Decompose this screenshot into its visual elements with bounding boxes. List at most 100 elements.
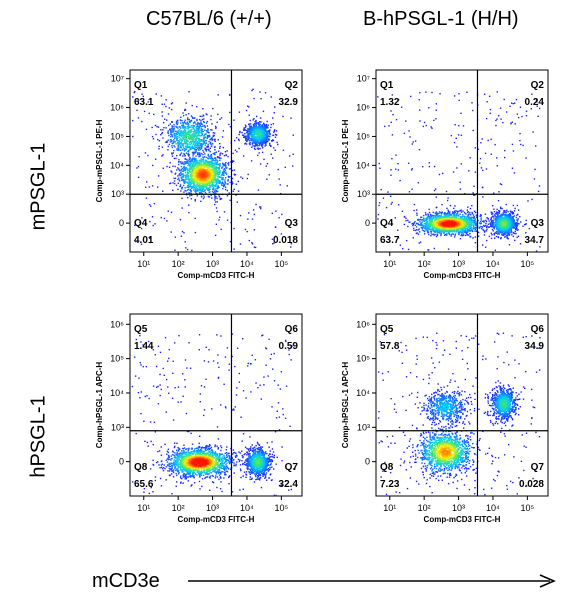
- quadrant-percent: 32.4: [279, 479, 299, 490]
- quadrant-label: Q2: [531, 80, 545, 91]
- y-axis-title: Comp-hPSGL-1 APC-H: [95, 362, 104, 449]
- quadrant-percent: 1.44: [134, 341, 154, 352]
- y-tick-label: 10⁵: [356, 354, 370, 364]
- x-tick-label: 10⁵: [274, 259, 288, 269]
- y-tick-label: 0: [365, 457, 370, 467]
- y-axis-title: Comp-mPSGL-1 PE-H: [341, 119, 350, 202]
- quadrant-percent: 34.7: [525, 235, 545, 246]
- y-tick-label: 10⁶: [110, 319, 124, 329]
- quadrant-label: Q4: [380, 218, 394, 229]
- event-dots: [131, 333, 295, 497]
- x-axis-label: mCD3e: [92, 570, 160, 592]
- quadrant-label: Q1: [380, 80, 394, 91]
- x-tick-label: 10⁴: [486, 503, 500, 513]
- flow-plot-bottom-left: Q5 1.44 Q6 0.59 Q7 32.4 Q8 65.6 10¹ 10² 10³ 10⁴ 10⁵ C…: [95, 313, 303, 524]
- y-tick-label: 10⁵: [110, 131, 124, 141]
- y-tick-label: 10³: [111, 189, 124, 199]
- x-tick-label: 10³: [206, 259, 219, 269]
- x-tick-label: 10²: [418, 503, 431, 513]
- event-dots: [377, 91, 541, 252]
- x-tick-label: 10⁵: [520, 259, 534, 269]
- y-tick-label: 0: [119, 218, 124, 228]
- plot-frame: [375, 69, 549, 253]
- x-tick-label: 10¹: [137, 259, 150, 269]
- quadrant-percent: 0.028: [519, 479, 544, 490]
- quadrant-label: Q8: [380, 462, 394, 473]
- x-axis-title: Comp-mCD3 FITC-H: [178, 271, 255, 280]
- plot-frame: [129, 313, 303, 497]
- column-title-hpsgl1: B-hPSGL-1 (H/H): [363, 8, 519, 30]
- y-tick-label: 10⁴: [110, 160, 124, 170]
- x-tick-label: 10²: [172, 259, 185, 269]
- quadrant-percent: 65.6: [134, 479, 154, 490]
- y-axis-title: Comp-mPSGL-1 PE-H: [95, 119, 104, 202]
- quadrant-label: Q6: [531, 324, 545, 335]
- quadrant-label: Q4: [134, 218, 148, 229]
- quadrant-percent: 32.9: [279, 97, 299, 108]
- y-tick-label: 10⁴: [110, 388, 124, 398]
- quadrant-percent: 63.7: [380, 235, 400, 246]
- plot-frame: [129, 69, 303, 253]
- y-tick-label: 10³: [111, 422, 124, 432]
- event-dots: [132, 88, 294, 252]
- y-tick-label: 0: [119, 457, 124, 467]
- quadrant-label: Q8: [134, 462, 148, 473]
- flow-plot-top-left: Q1 63.1 Q2 32.9 Q3 0.018 Q4 4.01 10¹ 10² 10³ 10⁴ 10⁵…: [95, 69, 303, 280]
- event-dots: [377, 332, 541, 496]
- x-tick-label: 10⁴: [240, 503, 254, 513]
- quadrant-percent: 7.23: [380, 479, 400, 490]
- x-tick-label: 10⁴: [240, 259, 254, 269]
- y-tick-label: 10⁶: [356, 103, 370, 113]
- quadrant-percent: 63.1: [134, 97, 154, 108]
- quadrant-percent: 1.32: [380, 97, 400, 108]
- quadrant-percent: 0.59: [279, 341, 299, 352]
- y-tick-label: 10³: [357, 189, 370, 199]
- row-title-mpsgl1: mPSGL-1: [27, 142, 50, 231]
- y-tick-label: 10⁷: [111, 74, 124, 84]
- quadrant-label: Q6: [285, 324, 299, 335]
- x-tick-label: 10²: [418, 259, 431, 269]
- plot-frame: [375, 313, 549, 497]
- x-tick-label: 10²: [172, 503, 185, 513]
- quadrant-percent: 57.8: [380, 341, 400, 352]
- x-tick-label: 10¹: [137, 503, 150, 513]
- x-tick-label: 10¹: [383, 259, 396, 269]
- y-tick-label: 10⁶: [356, 319, 370, 329]
- x-tick-label: 10⁴: [486, 259, 500, 269]
- quadrant-label: Q1: [134, 80, 148, 91]
- quadrant-label: Q3: [285, 218, 299, 229]
- y-tick-label: 10⁷: [357, 74, 370, 84]
- y-tick-label: 10³: [357, 422, 370, 432]
- x-tick-label: 10⁵: [274, 503, 288, 513]
- y-tick-label: 10⁶: [110, 103, 124, 113]
- column-title-c57bl6: C57BL/6 (+/+): [146, 8, 272, 30]
- quadrant-percent: 4.01: [134, 235, 154, 246]
- row-title-hpsgl1: hPSGL-1: [27, 395, 50, 478]
- y-tick-label: 10⁵: [356, 131, 370, 141]
- y-tick-label: 10⁴: [356, 388, 370, 398]
- x-tick-label: 10¹: [383, 503, 396, 513]
- x-tick-label: 10³: [452, 259, 465, 269]
- x-axis-arrow-icon: [188, 574, 556, 588]
- flow-plot-bottom-right: Q5 57.8 Q6 34.9 Q7 0.028 Q8 7.23 10¹ 10² 10³ 10⁴ 10⁵…: [341, 313, 549, 524]
- y-axis-title: Comp-hPSGL-1 APC-H: [341, 362, 350, 449]
- x-tick-label: 10³: [452, 503, 465, 513]
- x-tick-label: 10⁵: [520, 503, 534, 513]
- quadrant-label: Q7: [285, 462, 299, 473]
- x-axis-title: Comp-mCD3 FITC-H: [424, 271, 501, 280]
- quadrant-label: Q2: [285, 80, 299, 91]
- y-tick-label: 10⁵: [110, 354, 124, 364]
- x-axis-title: Comp-mCD3 FITC-H: [424, 515, 501, 524]
- y-tick-label: 0: [365, 218, 370, 228]
- y-tick-label: 10⁴: [356, 160, 370, 170]
- quadrant-percent: 0.24: [525, 97, 545, 108]
- quadrant-percent: 0.018: [273, 235, 298, 246]
- quadrant-label: Q5: [380, 324, 394, 335]
- quadrant-label: Q5: [134, 324, 148, 335]
- quadrant-label: Q7: [531, 462, 545, 473]
- x-tick-label: 10³: [206, 503, 219, 513]
- quadrant-label: Q3: [531, 218, 545, 229]
- x-axis-title: Comp-mCD3 FITC-H: [178, 515, 255, 524]
- flow-plot-top-right: Q1 1.32 Q2 0.24 Q3 34.7 Q4 63.7 10¹ 10² 10³ 10⁴ 10⁵ C…: [341, 69, 549, 280]
- quadrant-percent: 34.9: [525, 341, 545, 352]
